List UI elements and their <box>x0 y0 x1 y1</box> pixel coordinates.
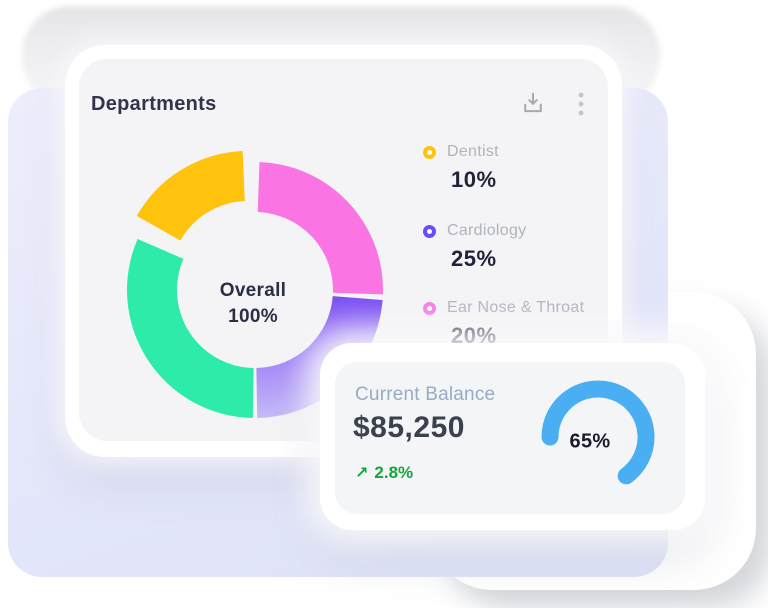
gauge-arc <box>541 380 655 485</box>
legend-label: Dentist <box>447 143 499 160</box>
balance-change: ↗ 2.8% <box>355 463 413 483</box>
legend-item-ear-nose-throat: Ear Nose & Throat 20% <box>423 299 584 349</box>
dentist-legend-ring-icon <box>423 145 436 159</box>
donut-segment-cardiology <box>256 296 383 418</box>
download-icon <box>524 92 542 113</box>
balance-amount: $85,250 <box>353 411 465 444</box>
legend-item-cardiology: Cardiology 25% <box>423 222 526 272</box>
trend-up-arrow-icon: ↗ <box>355 465 369 482</box>
legend-value: 10% <box>451 167 497 192</box>
gauge-percent-label: 65% <box>569 430 611 453</box>
departments-card: Departments Overall 100% <box>65 45 622 457</box>
menu-button[interactable] <box>565 88 597 120</box>
kebab-menu-icon <box>578 92 584 116</box>
donut-center-line1: Overall <box>219 280 287 301</box>
balance-gauge: 65% <box>536 375 660 499</box>
donut-segment-dentist <box>136 151 245 241</box>
donut-segment-remainder <box>126 238 254 418</box>
legend-label: Cardiology <box>447 222 527 239</box>
ear-nose-throat-legend-ring-icon <box>423 301 436 315</box>
current-balance-title: Current Balance <box>355 384 496 405</box>
donut-center-line2: 100% <box>228 306 278 327</box>
current-balance-card: Current Balance $85,250 ↗ 2.8% 65% <box>320 343 705 530</box>
donut-center-label: Overall 100% <box>183 278 323 330</box>
departments-title: Departments <box>91 93 217 115</box>
cardiology-legend-ring-icon <box>423 224 436 238</box>
legend-label: Ear Nose & Throat <box>447 299 585 316</box>
donut-segment-ear-nose-throat <box>257 162 383 295</box>
balance-gauge-chart <box>541 380 655 485</box>
current-balance-panel: Current Balance $85,250 ↗ 2.8% 65% <box>335 362 685 514</box>
legend-item-dentist: Dentist 10% <box>423 143 499 193</box>
balance-change-value: 2.8% <box>374 463 414 482</box>
download-button[interactable] <box>517 87 549 119</box>
departments-donut-chart <box>126 151 383 418</box>
legend-value: 25% <box>451 246 497 271</box>
